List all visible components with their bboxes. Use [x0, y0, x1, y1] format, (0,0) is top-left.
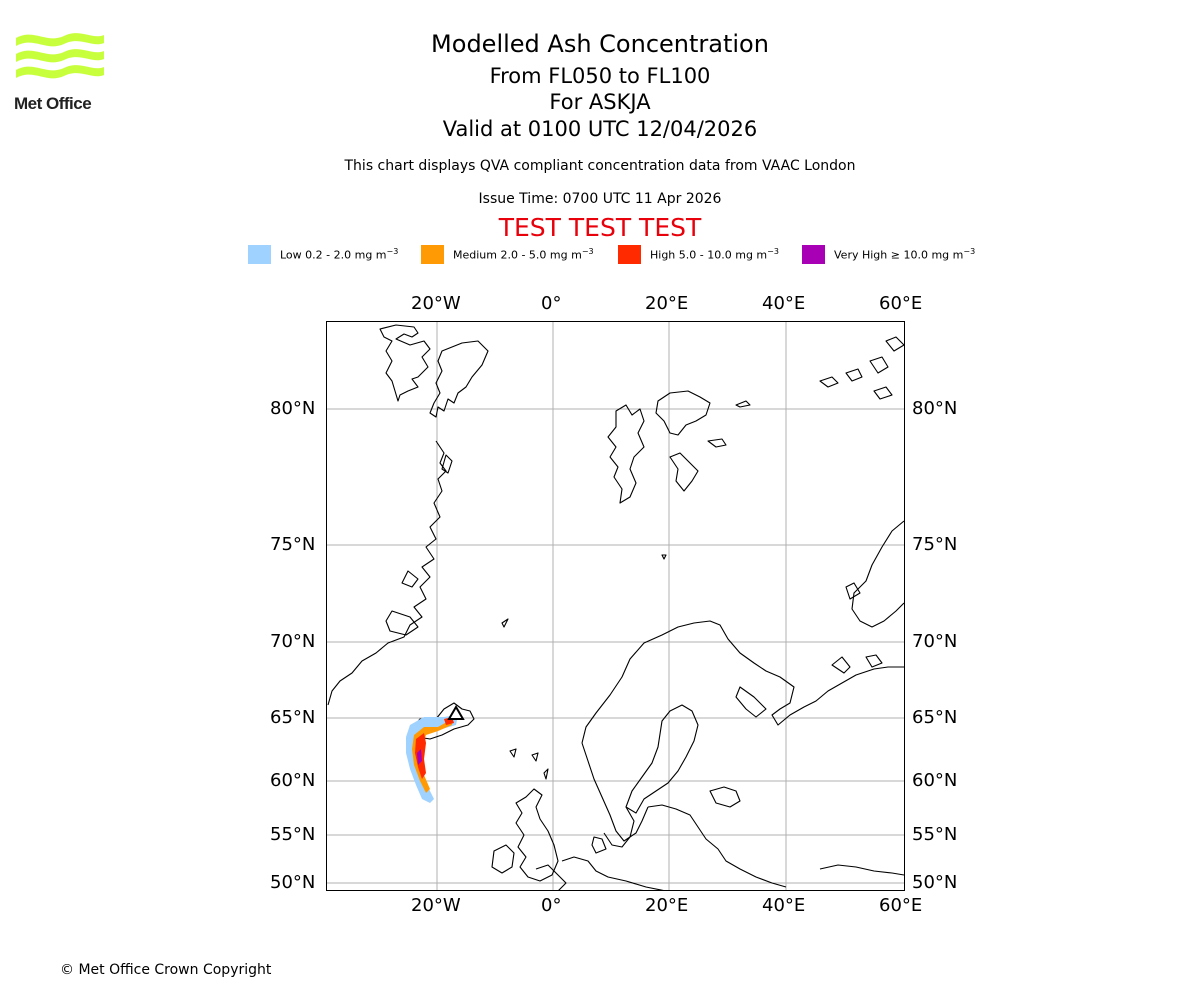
lon-tick-bottom-20e: 20°E: [645, 895, 689, 916]
lon-tick-top-40e: 40°E: [762, 293, 806, 314]
legend-medium: Medium 2.0 - 5.0 mg m−3: [421, 244, 594, 264]
lon-tick-bottom-60e: 60°E: [879, 895, 923, 916]
lat-tick-right-75n: 75°N: [912, 534, 958, 555]
lat-tick-right-55n: 55°N: [912, 824, 958, 845]
flight-levels: From FL050 to FL100: [489, 64, 711, 88]
issue-time: Issue Time: 0700 UTC 11 Apr 2026: [478, 191, 722, 207]
lat-tick-right-50n: 50°N: [912, 872, 958, 893]
met-office-logo: Met Office: [14, 30, 110, 113]
volcano-label: For ASKJA: [549, 90, 651, 114]
legend-low: Low 0.2 - 2.0 mg m−3: [248, 244, 398, 264]
legend-swatch-very-high: [802, 244, 825, 264]
lat-tick-left-50n: 50°N: [270, 872, 316, 893]
legend-high: High 5.0 - 10.0 mg m−3: [618, 244, 779, 264]
lon-tick-top-20w: 20°W: [411, 293, 461, 314]
legend-label-very-high: Very High ≥ 10.0 mg m−3: [834, 246, 976, 262]
legend-swatch-medium: [421, 244, 444, 264]
lon-tick-top-60e: 60°E: [879, 293, 923, 314]
lon-tick-bottom-20w: 20°W: [411, 895, 461, 916]
ash-plume: [406, 715, 458, 803]
lat-tick-left-70n: 70°N: [270, 631, 316, 652]
volcano-marker-icon[interactable]: [447, 705, 465, 720]
chart-title: Modelled Ash Concentration: [431, 30, 769, 58]
lat-tick-right-60n: 60°N: [912, 770, 958, 791]
logo-text: Met Office: [14, 94, 92, 113]
ash-contour-very-high: [417, 749, 422, 765]
lat-tick-left-60n: 60°N: [270, 770, 316, 791]
legend-swatch-high: [618, 244, 641, 264]
lat-tick-right-65n: 65°N: [912, 707, 958, 728]
lon-tick-bottom-40e: 40°E: [762, 895, 806, 916]
lon-tick-top-20e: 20°E: [645, 293, 689, 314]
legend-label-low: Low 0.2 - 2.0 mg m−3: [280, 246, 399, 262]
ash-concentration-map[interactable]: [326, 321, 905, 891]
legend-swatch-low: [248, 244, 271, 264]
chart-description: This chart displays QVA compliant concen…: [344, 158, 856, 174]
lat-tick-left-75n: 75°N: [270, 534, 316, 555]
lat-tick-left-65n: 65°N: [270, 707, 316, 728]
test-banner: TEST TEST TEST: [498, 213, 702, 242]
lon-tick-bottom-0: 0°: [541, 895, 562, 916]
logo-waves-icon: [16, 33, 104, 79]
map-frame: [326, 321, 905, 891]
lat-tick-right-70n: 70°N: [912, 631, 958, 652]
lat-tick-left-55n: 55°N: [270, 824, 316, 845]
legend-label-medium: Medium 2.0 - 5.0 mg m−3: [453, 246, 594, 262]
copyright-notice: © Met Office Crown Copyright: [60, 962, 272, 978]
legend-very-high: Very High ≥ 10.0 mg m−3: [802, 244, 975, 264]
valid-time: Valid at 0100 UTC 12/04/2026: [442, 117, 758, 141]
lon-tick-top-0: 0°: [541, 293, 562, 314]
legend-label-high: High 5.0 - 10.0 mg m−3: [650, 246, 779, 262]
lat-tick-right-80n: 80°N: [912, 398, 958, 419]
lat-tick-left-80n: 80°N: [270, 398, 316, 419]
